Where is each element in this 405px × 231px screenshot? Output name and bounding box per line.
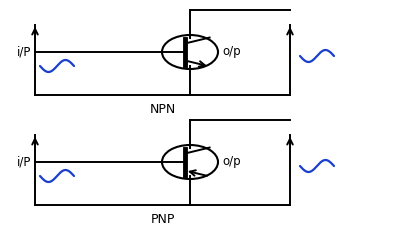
- Text: o/p: o/p: [222, 155, 241, 168]
- Text: PNP: PNP: [150, 213, 175, 226]
- Text: NPN: NPN: [149, 103, 176, 116]
- Text: i/P: i/P: [17, 46, 31, 58]
- Text: i/P: i/P: [17, 155, 31, 168]
- Text: o/p: o/p: [222, 46, 241, 58]
